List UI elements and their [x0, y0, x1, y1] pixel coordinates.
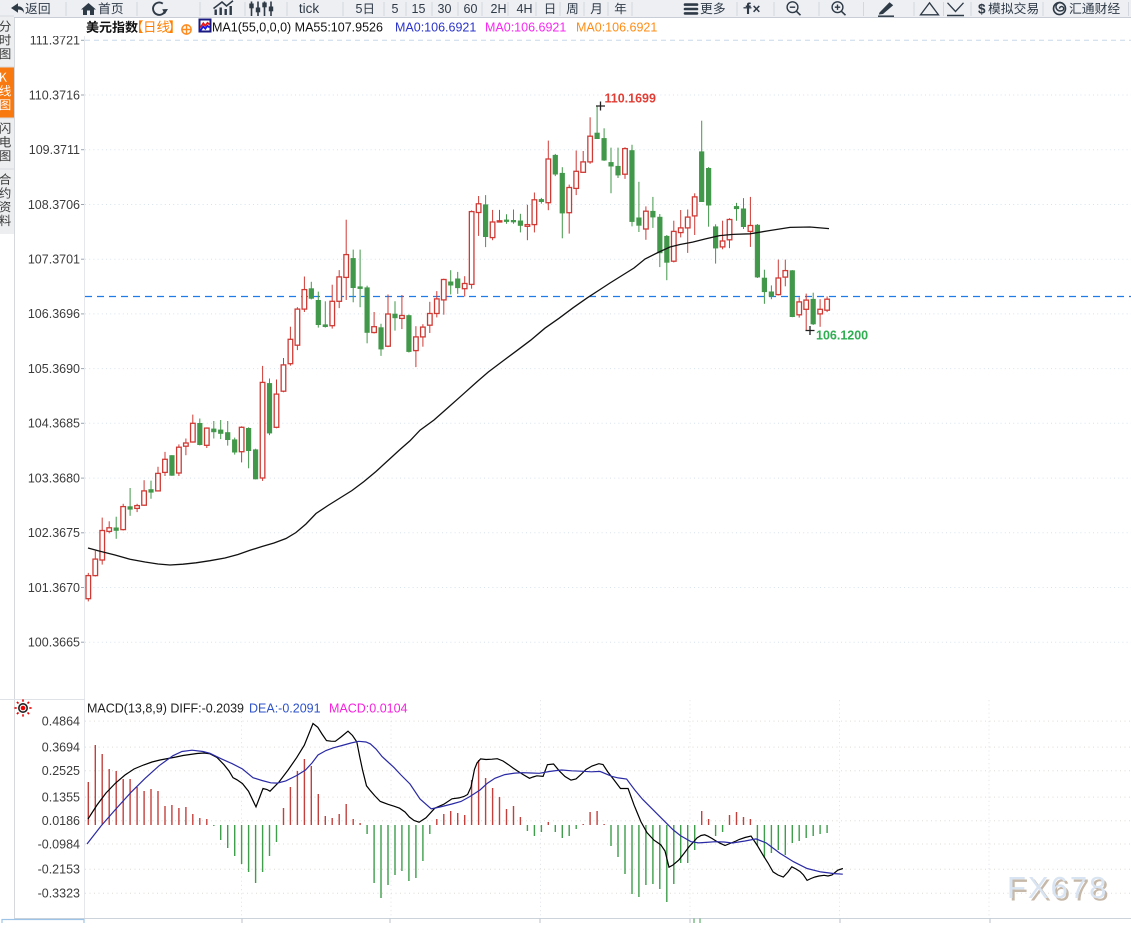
svg-text:104.3685: 104.3685	[28, 417, 80, 431]
svg-text:MACD:0.0104: MACD:0.0104	[329, 702, 408, 716]
svg-text:101.3670: 101.3670	[28, 581, 80, 595]
svg-text:30: 30	[438, 2, 452, 16]
svg-text:0.1355: 0.1355	[42, 790, 80, 804]
svg-text:×: ×	[753, 2, 761, 17]
svg-text:111.3721: 111.3721	[30, 34, 80, 48]
svg-text:2H: 2H	[491, 2, 507, 16]
svg-text:MA1(55,0,0,0) MA55:107.9526: MA1(55,0,0,0) MA55:107.9526	[212, 21, 383, 35]
svg-text:110.3716: 110.3716	[29, 88, 80, 102]
svg-text:106.3696: 106.3696	[28, 307, 80, 321]
svg-text:$: $	[978, 1, 986, 16]
svg-text:109.3711: 109.3711	[29, 143, 80, 157]
svg-text:106.1200: 106.1200	[816, 329, 868, 343]
svg-text:107.3701: 107.3701	[28, 253, 80, 267]
svg-text:tick: tick	[299, 1, 320, 16]
svg-text:5: 5	[392, 2, 399, 16]
svg-text:DEA:-0.2091: DEA:-0.2091	[249, 702, 321, 716]
svg-text:-0.2153: -0.2153	[38, 863, 80, 877]
svg-text:15: 15	[412, 2, 426, 16]
svg-text:0.0186: 0.0186	[42, 814, 80, 828]
svg-text:0.3694: 0.3694	[42, 740, 80, 754]
svg-text:-0.3323: -0.3323	[38, 887, 80, 901]
svg-text:FX678: FX678	[1007, 870, 1108, 905]
svg-text:MA0:106.6921: MA0:106.6921	[576, 21, 657, 35]
svg-text:0.4864: 0.4864	[42, 714, 80, 728]
svg-text:105.3690: 105.3690	[28, 362, 80, 376]
svg-text:-0.0984: -0.0984	[38, 837, 80, 851]
svg-text:f: f	[746, 1, 752, 18]
svg-text:60: 60	[464, 2, 478, 16]
svg-text:MACD(13,8,9) DIFF:-0.2039: MACD(13,8,9) DIFF:-0.2039	[87, 702, 244, 716]
svg-text:108.3706: 108.3706	[28, 198, 80, 212]
svg-text:110.1699: 110.1699	[605, 91, 656, 105]
svg-text:103.3680: 103.3680	[28, 471, 80, 485]
svg-text:0.2525: 0.2525	[42, 764, 80, 778]
svg-text:MA0:106.6921: MA0:106.6921	[485, 21, 566, 35]
svg-text:4H: 4H	[517, 2, 533, 16]
svg-text:100.3665: 100.3665	[28, 636, 80, 650]
svg-text:102.3675: 102.3675	[28, 526, 80, 540]
svg-text:MA0:106.6921: MA0:106.6921	[395, 21, 476, 35]
svg-text:FX678: FX678	[1009, 872, 1110, 907]
svg-text:5: 5	[356, 2, 363, 16]
